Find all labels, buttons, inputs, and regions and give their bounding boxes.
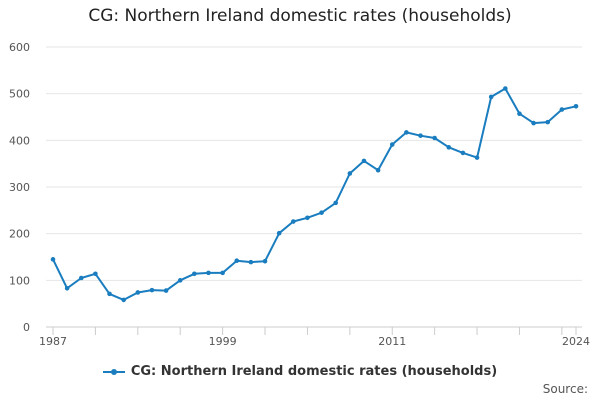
y-tick-label: 200: [9, 228, 30, 241]
data-point[interactable]: [262, 258, 268, 264]
data-point[interactable]: [220, 270, 225, 276]
series-line: [52, 87, 577, 301]
data-point[interactable]: [531, 120, 536, 126]
data-point[interactable]: [64, 285, 70, 291]
data-point[interactable]: [361, 158, 367, 164]
data-point[interactable]: [404, 130, 409, 135]
data-point[interactable]: [517, 111, 522, 117]
legend-line-marker-icon: [102, 366, 125, 378]
legend-item[interactable]: CG: Northern Ireland domestic rates (hou…: [102, 364, 498, 379]
data-point[interactable]: [375, 167, 381, 173]
data-point[interactable]: [446, 145, 452, 150]
data-point[interactable]: [149, 287, 155, 293]
data-point[interactable]: [545, 119, 551, 125]
legend-label: CG: Northern Ireland domestic rates (hou…: [130, 364, 498, 379]
data-point[interactable]: [78, 275, 84, 281]
y-tick-label: 600: [9, 41, 30, 54]
y-tick-label: 300: [9, 181, 30, 194]
x-tick-label: 2024: [562, 335, 590, 348]
data-point[interactable]: [474, 155, 480, 160]
data-point[interactable]: [347, 171, 353, 176]
chart-title: CG: Northern Ireland domestic rates (hou…: [88, 6, 512, 26]
source-label: Source:: [542, 382, 588, 396]
data-point[interactable]: [177, 278, 183, 283]
data-point[interactable]: [503, 86, 508, 91]
grid-lines: [46, 46, 582, 281]
data-point[interactable]: [389, 142, 395, 147]
x-tick-label: 2011: [378, 335, 406, 348]
data-point[interactable]: [305, 215, 310, 221]
data-point[interactable]: [559, 107, 565, 112]
data-point[interactable]: [418, 133, 423, 138]
data-point[interactable]: [573, 103, 579, 109]
data-point[interactable]: [488, 94, 494, 100]
y-tick-label: 0: [23, 321, 30, 334]
data-point[interactable]: [333, 200, 339, 206]
legend[interactable]: CG: Northern Ireland domestic rates (hou…: [0, 364, 600, 382]
data-point[interactable]: [460, 150, 466, 156]
data-point[interactable]: [248, 259, 254, 265]
data-point[interactable]: [93, 271, 98, 277]
data-point[interactable]: [319, 210, 324, 215]
y-tick-label: 400: [9, 134, 30, 147]
series-layer: [50, 86, 579, 303]
data-point[interactable]: [107, 291, 112, 297]
y-tick-label: 500: [9, 88, 30, 101]
data-point[interactable]: [192, 271, 197, 277]
data-point[interactable]: [50, 257, 56, 262]
data-point[interactable]: [276, 230, 282, 236]
data-point[interactable]: [163, 288, 169, 293]
x-tick-label: 1987: [39, 335, 67, 348]
data-point[interactable]: [290, 219, 296, 224]
data-point[interactable]: [234, 258, 240, 264]
axes: 0 100 200 300 400 500 600 1987 1999 2011 2024: [9, 41, 590, 348]
data-point[interactable]: [206, 270, 211, 276]
data-point[interactable]: [135, 290, 141, 295]
data-point[interactable]: [121, 297, 126, 303]
y-tick-label: 100: [9, 274, 30, 287]
x-tick-label: 1999: [209, 335, 237, 348]
data-point[interactable]: [432, 135, 437, 141]
